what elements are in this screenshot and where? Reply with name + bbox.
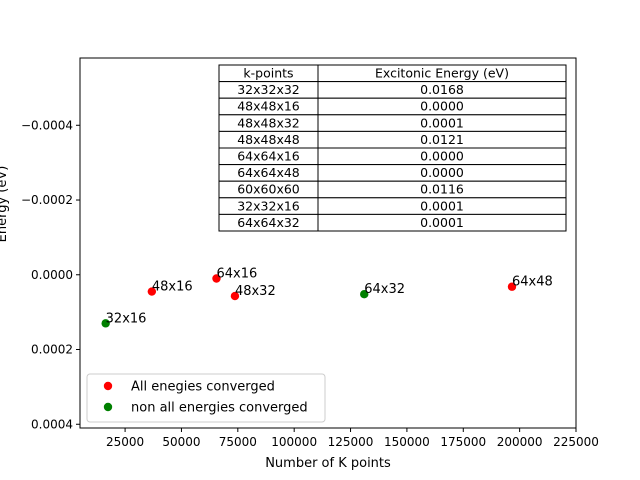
point-label: 32x16: [106, 311, 147, 326]
x-tick-label: 125000: [328, 435, 374, 449]
table-energy: 0.0000: [420, 99, 464, 114]
point-label: 48x16: [152, 280, 193, 295]
y-tick-label: 0.0000: [31, 268, 73, 282]
plot-frame: [79, 57, 577, 429]
table-kpoints: 48x48x16: [237, 99, 300, 114]
data-point: [101, 319, 110, 328]
table-energy: 0.0001: [420, 215, 464, 230]
point-label: 64x32: [364, 282, 405, 297]
table-kpoints: 32x32x32: [237, 82, 300, 97]
x-tick-label: 200000: [497, 435, 543, 449]
data-table: k-points Excitonic Energy (eV) 32x32x32 0.0…: [218, 64, 567, 232]
legend-label: All enegies converged: [131, 380, 275, 395]
legend-marker: [103, 381, 113, 391]
table-energy: 0.0168: [420, 82, 464, 97]
point-label: 48x32: [235, 284, 276, 299]
table-energy: 0.0000: [420, 149, 464, 164]
legend-label: non all energies converged: [131, 401, 308, 416]
table-kpoints: 32x32x16: [237, 198, 300, 213]
x-tick-label: 100000: [271, 435, 317, 449]
x-tick-label: 150000: [384, 435, 430, 449]
data-point: [507, 282, 517, 291]
legend: All enegies converged non all energies co…: [86, 373, 326, 423]
x-axis: 25000 50000 75000 100000 125000 150000 175000 2…: [106, 428, 599, 449]
table-kpoints: 60x60x60: [237, 182, 300, 197]
data-point: [147, 287, 157, 296]
x-tick-label: 50000: [162, 435, 200, 449]
table-header: k-points: [243, 66, 293, 81]
points-layer: 48x16 64x16 48x32 64x48 32x16 64x32: [101, 267, 553, 328]
y-tick-label: 0.0002: [31, 343, 73, 357]
table-energy: 0.0121: [420, 132, 464, 147]
table-energy: 0.0000: [420, 165, 464, 180]
table-energy: 0.0001: [420, 198, 464, 213]
table-energy: 0.0116: [420, 182, 464, 197]
x-axis-label: Number of K points: [265, 456, 391, 471]
table-kpoints: 64x64x16: [237, 149, 300, 164]
table-kpoints: 48x48x48: [237, 132, 300, 147]
legend-marker: [103, 402, 113, 412]
data-point: [230, 291, 240, 301]
table-energy: 0.0001: [420, 115, 464, 130]
data-point: [212, 274, 221, 283]
table-cell: [317, 213, 567, 232]
table-kpoints: 48x48x32: [237, 115, 300, 130]
x-tick-label: 225000: [553, 435, 599, 449]
x-tick-label: 25000: [106, 435, 144, 449]
table-header: Excitonic Energy (eV): [375, 66, 509, 81]
y-tick-label: −0.0002: [21, 193, 73, 207]
point-label: 64x48: [512, 275, 553, 290]
data-point: [360, 290, 369, 299]
y-tick-label: 0.0004: [31, 417, 73, 431]
x-tick-label: 75000: [219, 435, 257, 449]
legend-box: [86, 373, 326, 423]
table-kpoints: 64x64x48: [237, 165, 300, 180]
y-tick-label: −0.0004: [21, 118, 73, 132]
y-axis: −0.0004 −0.0002 0.0000 0.0002 0.0004: [21, 118, 80, 431]
y-axis-label: Energy (eV): [0, 166, 10, 243]
x-tick-label: 175000: [440, 435, 486, 449]
point-label: 64x16: [216, 267, 257, 282]
table-kpoints: 64x64x32: [237, 215, 300, 230]
